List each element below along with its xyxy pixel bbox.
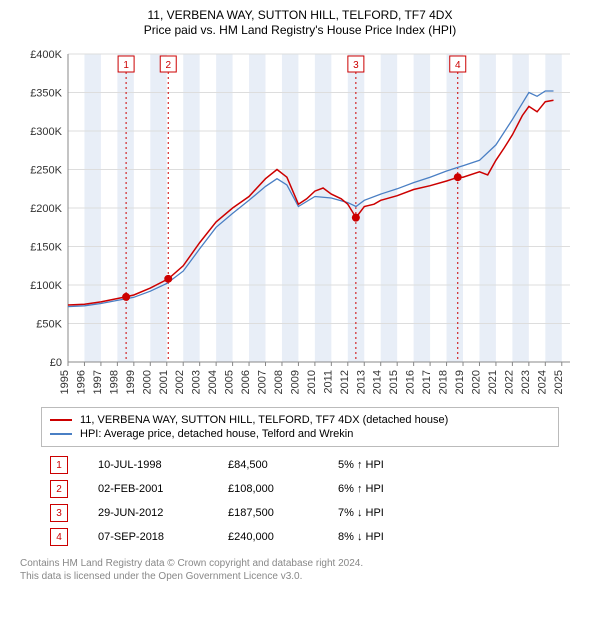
legend-swatch-hpi: [50, 433, 72, 435]
line-chart: £0 £50K £100K £150K £200K £250K £300K £350K £400…: [20, 46, 580, 401]
svg-text:2019: 2019: [454, 370, 466, 394]
svg-text:2016: 2016: [405, 370, 417, 394]
svg-text:1: 1: [123, 60, 129, 71]
markers-table: 110-JUL-1998£84,5005% ↑ HPI202-FEB-2001£…: [50, 453, 550, 549]
marker-price: £187,500: [228, 507, 338, 519]
legend-swatch-property: [50, 419, 72, 421]
marker-price: £240,000: [228, 531, 338, 543]
svg-text:£250K: £250K: [30, 165, 62, 177]
svg-text:2005: 2005: [224, 370, 236, 394]
svg-text:2004: 2004: [207, 370, 219, 394]
legend-label-property: 11, VERBENA WAY, SUTTON HILL, TELFORD, T…: [80, 414, 448, 426]
marker-pct: 5% ↑ HPI: [338, 459, 458, 471]
svg-text:2013: 2013: [355, 370, 367, 394]
svg-text:£0: £0: [50, 357, 62, 369]
marker-date: 10-JUL-1998: [98, 459, 228, 471]
svg-text:2012: 2012: [339, 370, 351, 394]
svg-text:2024: 2024: [536, 370, 548, 394]
svg-text:1996: 1996: [75, 370, 87, 394]
svg-text:£350K: £350K: [30, 88, 62, 100]
svg-text:2009: 2009: [289, 370, 301, 394]
svg-text:£200K: £200K: [30, 203, 62, 215]
svg-text:3: 3: [353, 60, 359, 71]
svg-text:2001: 2001: [158, 370, 170, 394]
svg-text:£400K: £400K: [30, 49, 62, 61]
legend-label-hpi: HPI: Average price, detached house, Telf…: [80, 428, 353, 440]
svg-text:2020: 2020: [470, 370, 482, 394]
chart-svg: £0 £50K £100K £150K £200K £250K £300K £350K £400…: [20, 46, 580, 401]
svg-text:2015: 2015: [388, 370, 400, 394]
svg-text:2010: 2010: [306, 370, 318, 394]
svg-text:£150K: £150K: [30, 242, 62, 254]
svg-text:2002: 2002: [174, 370, 186, 394]
svg-text:2000: 2000: [141, 370, 153, 394]
marker-number: 2: [50, 480, 68, 498]
svg-text:2017: 2017: [421, 370, 433, 394]
marker-date: 02-FEB-2001: [98, 483, 228, 495]
svg-text:2014: 2014: [372, 370, 384, 394]
svg-text:2008: 2008: [273, 370, 285, 394]
marker-row: 3 29-JUN-2012£187,5007% ↓ HPI: [50, 501, 550, 525]
svg-text:2022: 2022: [503, 370, 515, 394]
svg-text:2007: 2007: [257, 370, 269, 394]
svg-text:2011: 2011: [322, 370, 334, 394]
marker-number: 3: [50, 504, 68, 522]
svg-text:£50K: £50K: [36, 319, 62, 331]
marker-pct: 7% ↓ HPI: [338, 507, 458, 519]
svg-text:2003: 2003: [191, 370, 203, 394]
svg-text:1997: 1997: [92, 370, 104, 394]
chart-title-line2: Price paid vs. HM Land Registry's House …: [10, 23, 590, 38]
marker-number: 1: [50, 456, 68, 474]
marker-price: £84,500: [228, 459, 338, 471]
legend-item-property: 11, VERBENA WAY, SUTTON HILL, TELFORD, T…: [50, 413, 550, 427]
svg-text:1998: 1998: [108, 370, 120, 394]
marker-number: 4: [50, 528, 68, 546]
svg-text:1995: 1995: [59, 370, 71, 394]
marker-row: 1 10-JUL-1998£84,5005% ↑ HPI: [50, 453, 550, 477]
svg-text:1999: 1999: [125, 370, 137, 394]
chart-container: { "title_line1": "11, VERBENA WAY, SUTTO…: [0, 0, 600, 620]
marker-pct: 6% ↑ HPI: [338, 483, 458, 495]
marker-price: £108,000: [228, 483, 338, 495]
marker-row: 4 07-SEP-2018£240,0008% ↓ HPI: [50, 525, 550, 549]
svg-text:2006: 2006: [240, 370, 252, 394]
footer-line1: Contains HM Land Registry data © Crown c…: [20, 557, 580, 570]
svg-text:2023: 2023: [520, 370, 532, 394]
marker-row: 2 02-FEB-2001£108,0006% ↑ HPI: [50, 477, 550, 501]
footer-attribution: Contains HM Land Registry data © Crown c…: [20, 557, 580, 583]
legend-item-hpi: HPI: Average price, detached house, Telf…: [50, 427, 550, 441]
svg-text:2018: 2018: [438, 370, 450, 394]
svg-text:4: 4: [455, 60, 461, 71]
svg-text:2: 2: [165, 60, 171, 71]
svg-text:£300K: £300K: [30, 126, 62, 138]
marker-date: 29-JUN-2012: [98, 507, 228, 519]
svg-text:2021: 2021: [487, 370, 499, 394]
svg-text:£100K: £100K: [30, 280, 62, 292]
marker-pct: 8% ↓ HPI: [338, 531, 458, 543]
chart-title-block: 11, VERBENA WAY, SUTTON HILL, TELFORD, T…: [10, 8, 590, 38]
marker-date: 07-SEP-2018: [98, 531, 228, 543]
legend: 11, VERBENA WAY, SUTTON HILL, TELFORD, T…: [41, 407, 559, 447]
svg-text:2025: 2025: [553, 370, 565, 394]
chart-title-line1: 11, VERBENA WAY, SUTTON HILL, TELFORD, T…: [10, 8, 590, 23]
footer-line2: This data is licensed under the Open Gov…: [20, 570, 580, 583]
